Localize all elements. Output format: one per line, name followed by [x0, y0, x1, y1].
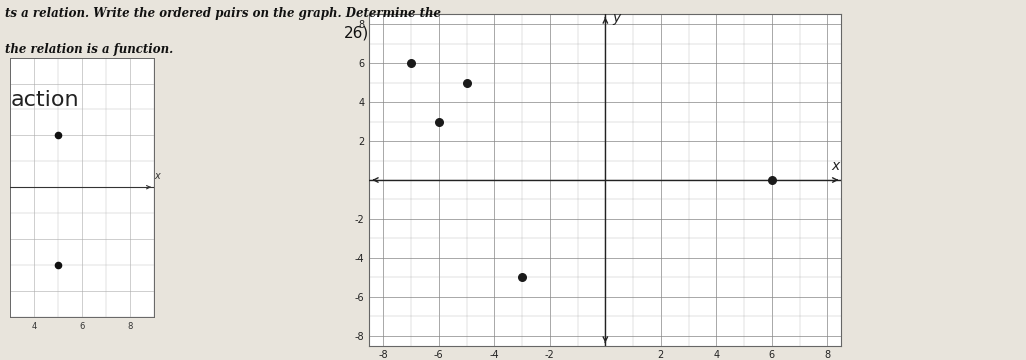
- Point: [459, 80, 475, 85]
- Point: [763, 177, 780, 183]
- Text: x: x: [154, 171, 160, 181]
- Text: 26): 26): [344, 25, 369, 40]
- Point: [50, 132, 67, 138]
- Point: [514, 275, 530, 280]
- Text: the relation is a function.: the relation is a function.: [5, 43, 173, 56]
- Text: ts a relation. Write the ordered pairs on the graph. Determine the: ts a relation. Write the ordered pairs o…: [5, 7, 441, 20]
- Point: [403, 60, 420, 66]
- Text: y: y: [613, 11, 621, 25]
- Text: action: action: [10, 90, 79, 110]
- Text: x: x: [832, 159, 840, 173]
- Point: [50, 262, 67, 268]
- Point: [431, 119, 447, 125]
